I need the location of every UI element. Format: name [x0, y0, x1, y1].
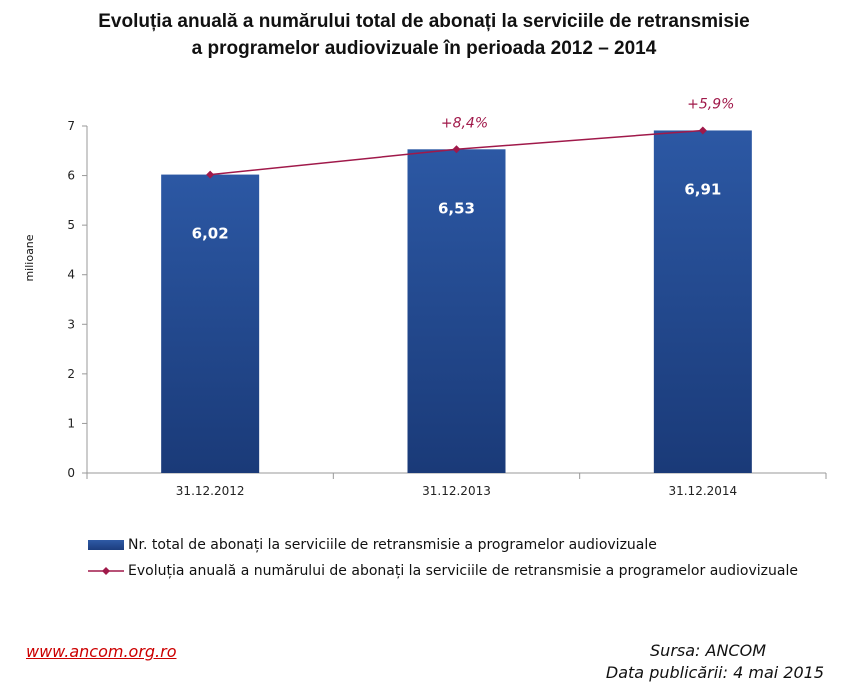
growth-annotation: +8,4% [441, 115, 488, 131]
y-tick-label: 6 [67, 169, 75, 183]
ancom-website-link[interactable]: www.ancom.org.ro [26, 642, 177, 661]
legend-item-line: Evoluția anuală a numărului de abonați l… [88, 558, 798, 584]
publication-date: Data publicării: 4 mai 2015 [605, 663, 824, 682]
bar [161, 174, 260, 473]
y-tick-label: 7 [67, 119, 75, 133]
source-note: Sursa: ANCOM Data publicării: 4 mai 2015 [606, 640, 824, 684]
title-line-1: Evoluția anuală a numărului total de abo… [98, 11, 750, 32]
growth-marker [698, 126, 707, 135]
y-tick-label: 5 [67, 218, 75, 232]
growth-marker [452, 145, 461, 154]
legend-item-bars: Nr. total de abonați la serviciile de re… [88, 532, 798, 558]
legend-line-swatch [88, 567, 124, 575]
x-tick-label: 31.12.2013 [422, 484, 491, 498]
legend-bar-label: Nr. total de abonați la serviciile de re… [128, 537, 657, 553]
chart-area: 0 1 2 3 4 5 6 7 milioane 6,02 31.12.2012 6,53 31.12.… [23, 96, 827, 498]
legend: Nr. total de abonați la serviciile de re… [88, 532, 798, 584]
growth-marker [206, 170, 215, 179]
x-tick-label: 31.12.2014 [668, 484, 737, 498]
y-tick-label: 0 [67, 466, 75, 480]
y-tick-label: 4 [67, 268, 75, 282]
y-axis-label: milioane [23, 234, 36, 281]
source-label: Sursa: ANCOM [650, 641, 766, 660]
bar-data-label: 6,91 [684, 180, 721, 198]
y-tick-label: 2 [67, 367, 75, 381]
chart-title: Evoluția anuală a numărului total de abo… [0, 8, 848, 62]
x-tick-label: 31.12.2012 [176, 484, 245, 498]
bar [653, 130, 752, 473]
title-line-2: a programelor audiovizuale în perioada 2… [191, 38, 657, 59]
growth-annotation: +5,9% [687, 96, 734, 112]
y-tick-label: 3 [67, 317, 75, 331]
bar-data-label: 6,02 [192, 225, 229, 243]
legend-line-label: Evoluția anuală a numărului de abonați l… [128, 563, 798, 579]
bar-data-label: 6,53 [438, 199, 475, 217]
legend-bar-swatch [88, 540, 124, 550]
y-tick-label: 1 [67, 416, 75, 430]
bar [407, 149, 506, 473]
